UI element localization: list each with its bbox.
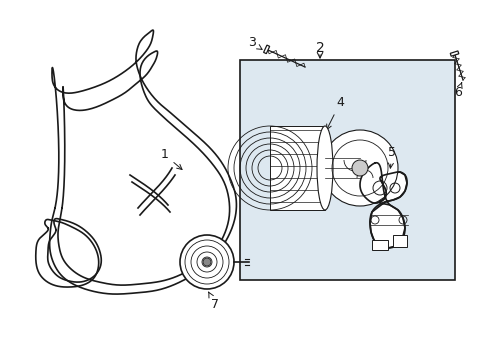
Circle shape <box>203 258 210 266</box>
Text: 3: 3 <box>247 36 262 49</box>
Text: 4: 4 <box>326 96 343 130</box>
Circle shape <box>180 235 234 289</box>
Polygon shape <box>359 163 406 248</box>
Bar <box>240 60 454 280</box>
Ellipse shape <box>316 126 332 210</box>
Text: 5: 5 <box>387 145 395 168</box>
Circle shape <box>321 130 397 206</box>
Polygon shape <box>263 45 269 54</box>
Text: 7: 7 <box>208 292 219 310</box>
Circle shape <box>351 160 367 176</box>
Text: 6: 6 <box>453 82 461 99</box>
Polygon shape <box>449 51 458 56</box>
Text: 1: 1 <box>161 148 182 170</box>
Bar <box>325 148 359 188</box>
Bar <box>371 240 387 250</box>
Text: 2: 2 <box>315 41 324 55</box>
Bar <box>269 126 325 210</box>
Bar <box>392 235 406 247</box>
